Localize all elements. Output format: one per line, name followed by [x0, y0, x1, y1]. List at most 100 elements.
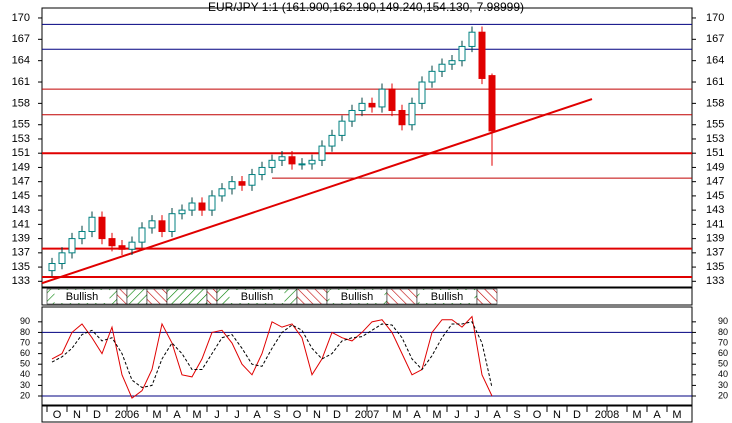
signal-segment [206, 288, 218, 305]
signal-segment [146, 288, 168, 305]
candle-body [248, 174, 256, 186]
candle-body [198, 202, 206, 211]
candle-body [78, 230, 86, 240]
x-tick-label: A [413, 409, 421, 421]
signal-segment [386, 288, 418, 305]
y-tick-label-right: 153 [706, 133, 724, 145]
signal-segment [296, 288, 328, 305]
y-tick-label-right: 149 [706, 161, 724, 173]
osc-tick-label-left: 50 [20, 359, 30, 369]
y-tick-label-left: 161 [12, 76, 30, 88]
candle-body [318, 145, 326, 161]
y-tick-label-left: 137 [12, 247, 30, 259]
candle-body [358, 102, 366, 111]
candle-body [438, 63, 446, 72]
candle-body [488, 75, 496, 132]
y-tick-label-left: 170 [12, 12, 30, 24]
candle-body [328, 134, 336, 147]
candle-body [188, 202, 196, 211]
oscillator-panel [41, 306, 693, 406]
osc-tick-label-left: 90 [20, 316, 30, 326]
y-tick-label-right: 170 [706, 12, 724, 24]
signal-label: Bullish [431, 291, 463, 303]
x-tick-label: 2008 [595, 409, 619, 421]
x-tick-label: 2006 [115, 409, 139, 421]
candle-body [398, 109, 406, 126]
y-tick-label-right: 141 [706, 218, 724, 230]
y-tick-label-left: 145 [12, 190, 30, 202]
x-tick-label: D [93, 409, 101, 421]
y-tick-label-right: 161 [706, 76, 724, 88]
candle-body [458, 45, 466, 62]
y-tick-label-right: 137 [706, 247, 724, 259]
signal-segment [126, 288, 148, 305]
candle-body [68, 238, 76, 254]
y-tick-label-right: 158 [706, 97, 724, 109]
candle-body [308, 159, 316, 165]
signal-panel [41, 287, 693, 306]
candle-body [148, 220, 156, 229]
candle-body [448, 60, 456, 65]
trend-line [41, 98, 593, 285]
x-tick-label: N [313, 409, 321, 421]
signal-segment [476, 288, 498, 305]
y-tick-label-right: 167 [706, 33, 724, 45]
y-tick-label-right: 139 [706, 233, 724, 245]
y-tick-label-right: 145 [706, 190, 724, 202]
chart-title: EUR/JPY 1:1 (161.900,162.190,149.240,154… [208, 0, 524, 14]
x-tick-label: M [432, 409, 441, 421]
y-tick-label-left: 167 [12, 33, 30, 45]
candle-body [48, 263, 56, 272]
price-panel [41, 7, 693, 288]
x-tick-label: A [173, 409, 181, 421]
signal-label-bg [229, 290, 285, 303]
y-tick-label-right: 155 [706, 119, 724, 131]
signal-label: Bullish [241, 291, 273, 303]
y-tick-label-right: 147 [706, 176, 724, 188]
osc-tick-label-left: 20 [20, 390, 30, 400]
candle-body [208, 195, 216, 211]
y-tick-label-left: 147 [12, 176, 30, 188]
candle-body [428, 70, 436, 83]
x-tick-label: O [533, 409, 542, 421]
x-tick-label: J [454, 409, 460, 421]
candle-body [368, 102, 376, 108]
candle-body [178, 209, 186, 215]
x-tick-label: M [392, 409, 401, 421]
osc-tick-label-left: 60 [20, 348, 30, 358]
x-tick-label: M [672, 409, 681, 421]
y-tick-label-left: 149 [12, 161, 30, 173]
osc-tick-label-right: 50 [718, 359, 728, 369]
osc-tick-label-right: 80 [718, 327, 728, 337]
y-tick-label-left: 139 [12, 233, 30, 245]
x-tick-label: J [214, 409, 220, 421]
osc-tick-label-right: 90 [718, 316, 728, 326]
candle-body [348, 109, 356, 122]
candle-body [298, 163, 306, 166]
osc-tick-label-right: 20 [718, 390, 728, 400]
osc-tick-label-left: 80 [20, 327, 30, 337]
candle-body [468, 31, 476, 47]
osc-tick-label-right: 40 [718, 369, 728, 379]
candle-body [378, 88, 386, 108]
candle-body [258, 166, 266, 176]
x-tick-label: S [273, 409, 280, 421]
y-tick-label-left: 164 [12, 55, 30, 67]
candle-body [58, 252, 66, 265]
x-tick-label: J [474, 409, 480, 421]
x-tick-label: S [513, 409, 520, 421]
candle-body [478, 31, 486, 79]
x-tick-label: M [192, 409, 201, 421]
x-tick-label: O [293, 409, 302, 421]
signal-label-bg [54, 290, 110, 303]
x-tick-label: D [333, 409, 341, 421]
x-tick-label: M [632, 409, 641, 421]
y-tick-label-left: 158 [12, 97, 30, 109]
y-tick-label-left: 133 [12, 275, 30, 287]
osc-line [51, 321, 493, 389]
x-tick-label: J [234, 409, 240, 421]
osc-tick-label-left: 30 [20, 380, 30, 390]
candle-body [228, 181, 236, 190]
candle-body [288, 156, 296, 165]
